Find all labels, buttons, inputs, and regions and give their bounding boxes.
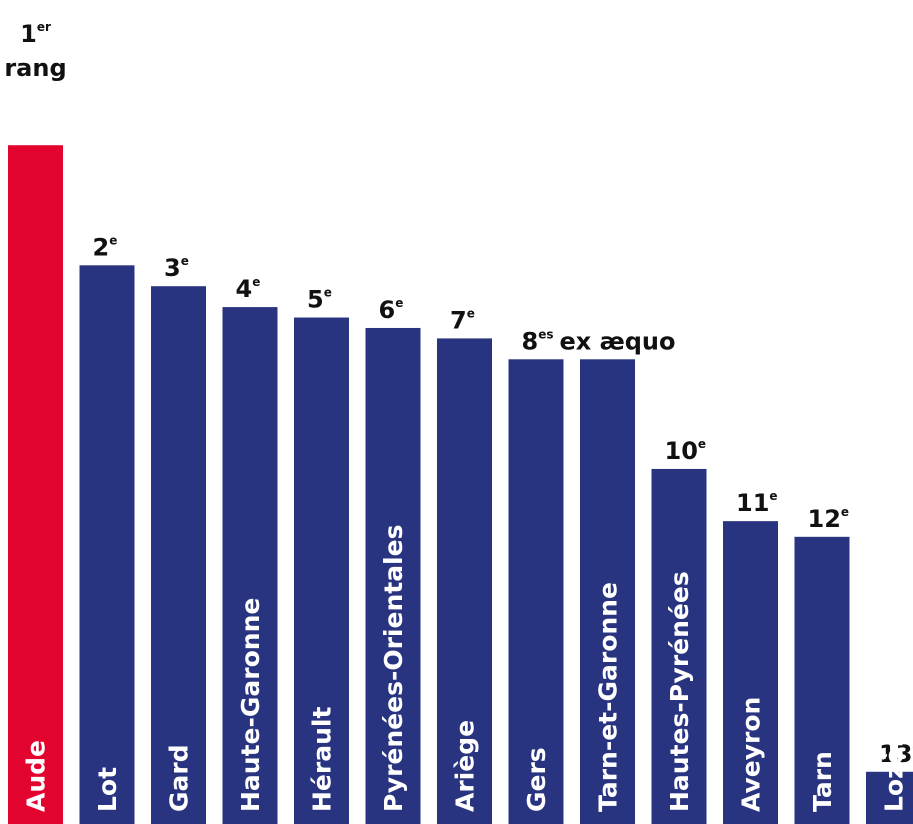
- bar-pyrenees-orientales: [365, 327, 421, 824]
- bar-label-tarn-et-garonne: Tarn-et-Garonne: [594, 582, 623, 812]
- bar-aude: [8, 145, 63, 824]
- bar-label-ariege: Ariège: [451, 720, 480, 812]
- bar-label-herault: Hérault: [308, 707, 337, 812]
- bar-hautes-pyrenees: [651, 468, 707, 824]
- rank-label-ariege: 7e: [450, 306, 475, 334]
- bar-gers: [508, 359, 564, 824]
- rank-label-haute-garonne: 4e: [236, 275, 261, 303]
- rank-label-lot: 2e: [93, 233, 118, 261]
- bar-gard: [151, 286, 206, 824]
- bar-ariege: [437, 338, 492, 824]
- bar-label-haute-garonne: Haute-Garonne: [236, 598, 265, 812]
- bar-label-aveyron: Aveyron: [737, 697, 766, 812]
- bar-haute-garonne: [222, 307, 278, 824]
- bar-labels-group: Aude Lot Gard Haute-Garonne Hérault Pyrénées-…: [22, 525, 909, 812]
- rank-label-aude: 1er rang: [4, 20, 66, 82]
- rank-label-hautes-pyrenees: 10e: [665, 437, 707, 465]
- bar-label-hautes-pyrenees: Hautes-Pyrénées: [665, 571, 694, 812]
- bar-label-lozere: Lozère: [880, 718, 909, 812]
- bar-label-gard: Gard: [165, 744, 194, 812]
- bar-tarn: [794, 536, 850, 824]
- bar-herault: [294, 317, 349, 824]
- bar-lozere: [866, 771, 913, 824]
- bar-label-pyrenees-orientales: Pyrénées-Orientales: [379, 525, 408, 812]
- bar-aveyron: [723, 521, 778, 824]
- rank-label-aveyron: 11e: [736, 489, 778, 517]
- bar-lot: [79, 265, 135, 824]
- bar-tarn-et-garonne: [580, 359, 635, 824]
- rank-label-tarn: 12e: [808, 505, 850, 533]
- bar-label-gers: Gers: [522, 747, 551, 812]
- bar-label-tarn: Tarn: [808, 751, 837, 812]
- rank-label-herault: 5e: [307, 286, 332, 314]
- bar-label-aude: Aude: [22, 740, 51, 812]
- rank-label-gers: 8es ex æquo: [522, 327, 676, 355]
- rank-label-pyrenees-orientales: 6e: [379, 296, 404, 324]
- rank-label-gard: 3e: [164, 254, 189, 282]
- bars-group: [8, 145, 913, 824]
- bar-label-lot: Lot: [93, 767, 122, 812]
